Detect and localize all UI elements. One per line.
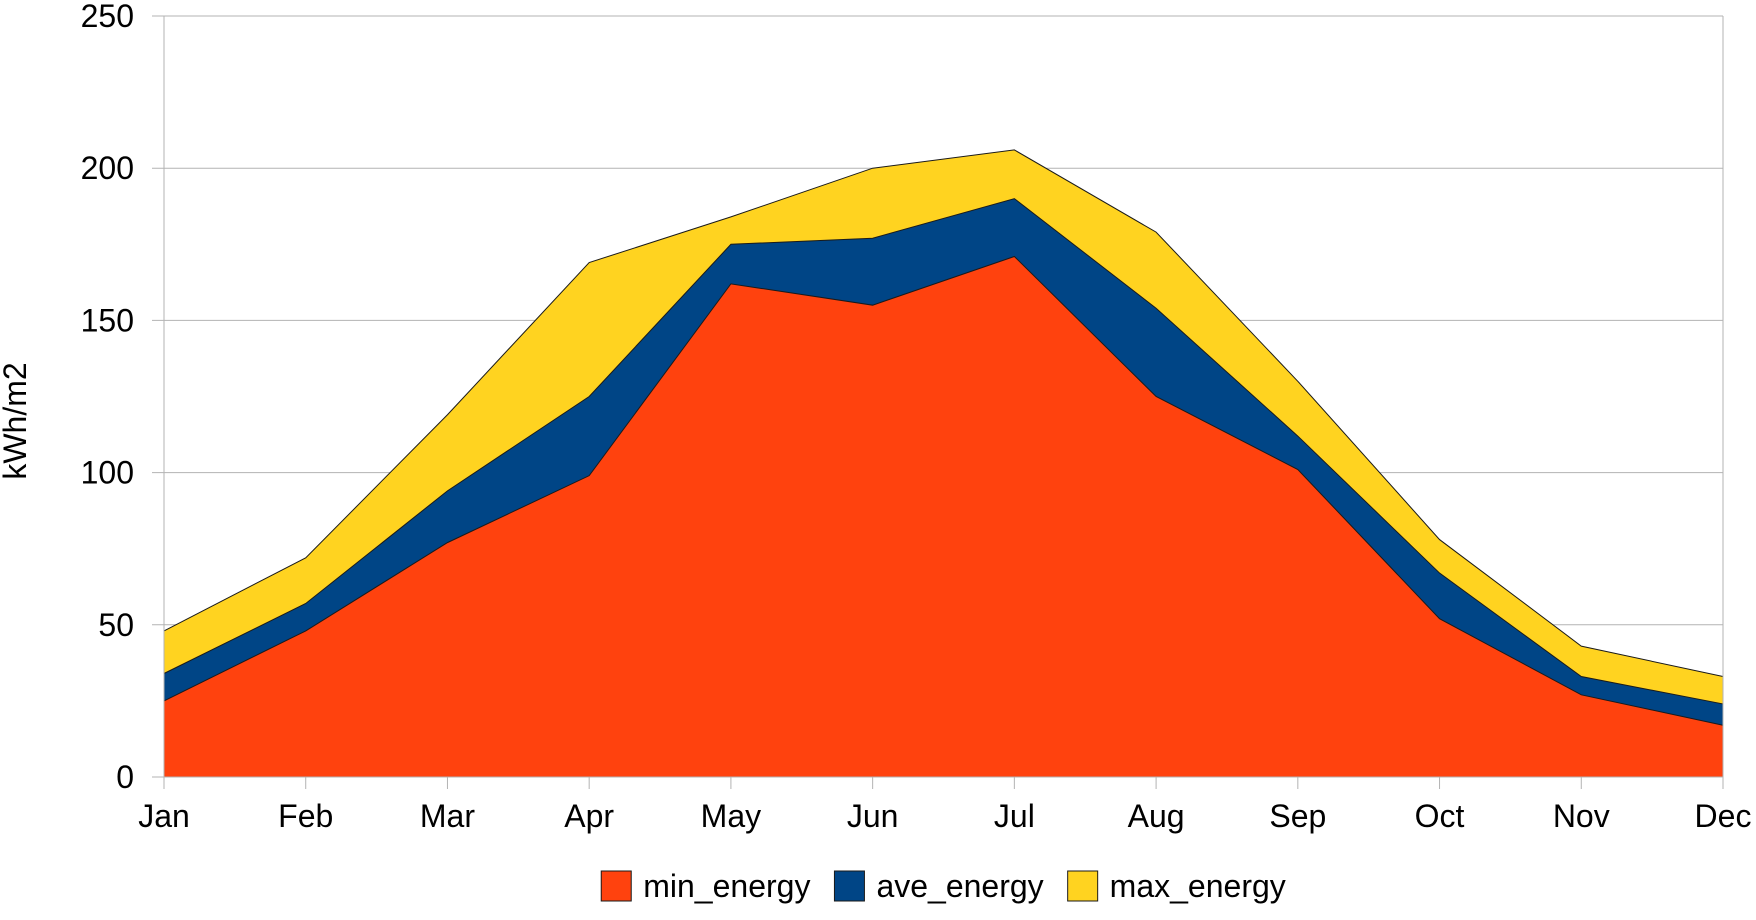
x-tick-label: Feb: [278, 798, 333, 834]
x-tick-label: Jul: [994, 798, 1035, 834]
x-tick-label: Sep: [1269, 798, 1326, 834]
y-axis-label: kWh/m2: [0, 362, 33, 479]
y-tick-label: 150: [81, 302, 134, 338]
x-tick-label: May: [701, 798, 761, 834]
x-tick-labels: Jan Feb Mar Apr May Jun Jul Aug Sep Oct Nov Dec: [138, 798, 1751, 834]
x-tick-label: Aug: [1128, 798, 1185, 834]
legend: min_energy ave_energy max_energy: [600, 868, 1286, 904]
x-tick-label: Jan: [138, 798, 190, 834]
area-min_energy: [164, 256, 1723, 777]
x-tick-label: Oct: [1415, 798, 1465, 834]
area-outline-ave_energy: [163, 198, 1724, 705]
axes: [163, 16, 1724, 789]
x-tick-label: Apr: [564, 798, 614, 834]
y-tick-label: 50: [98, 607, 134, 643]
x-tick-label: Dec: [1695, 798, 1752, 834]
y-tick-label: 0: [116, 759, 134, 795]
x-tick-label: Jun: [847, 798, 899, 834]
y-tick-label: 200: [81, 150, 134, 186]
legend-label-max_energy: max_energy: [1110, 868, 1286, 904]
legend-swatch-min_energy: [600, 870, 632, 902]
area-outline-max_energy: [163, 149, 1724, 678]
data-areas: [163, 149, 1724, 777]
y-tick-label: 100: [81, 455, 134, 491]
legend-label-ave_energy: ave_energy: [876, 868, 1043, 904]
x-tick-label: Nov: [1553, 798, 1610, 834]
legend-swatch-max_energy: [1067, 870, 1099, 902]
y-tick-labels: 0 50 100 150 200 250: [81, 0, 134, 795]
legend-swatch-ave_energy: [833, 870, 865, 902]
x-tick-label: Mar: [420, 798, 475, 834]
y-tick-label: 250: [81, 0, 134, 34]
legend-label-min_energy: min_energy: [643, 868, 810, 904]
area-outline-min_energy: [163, 255, 1724, 726]
